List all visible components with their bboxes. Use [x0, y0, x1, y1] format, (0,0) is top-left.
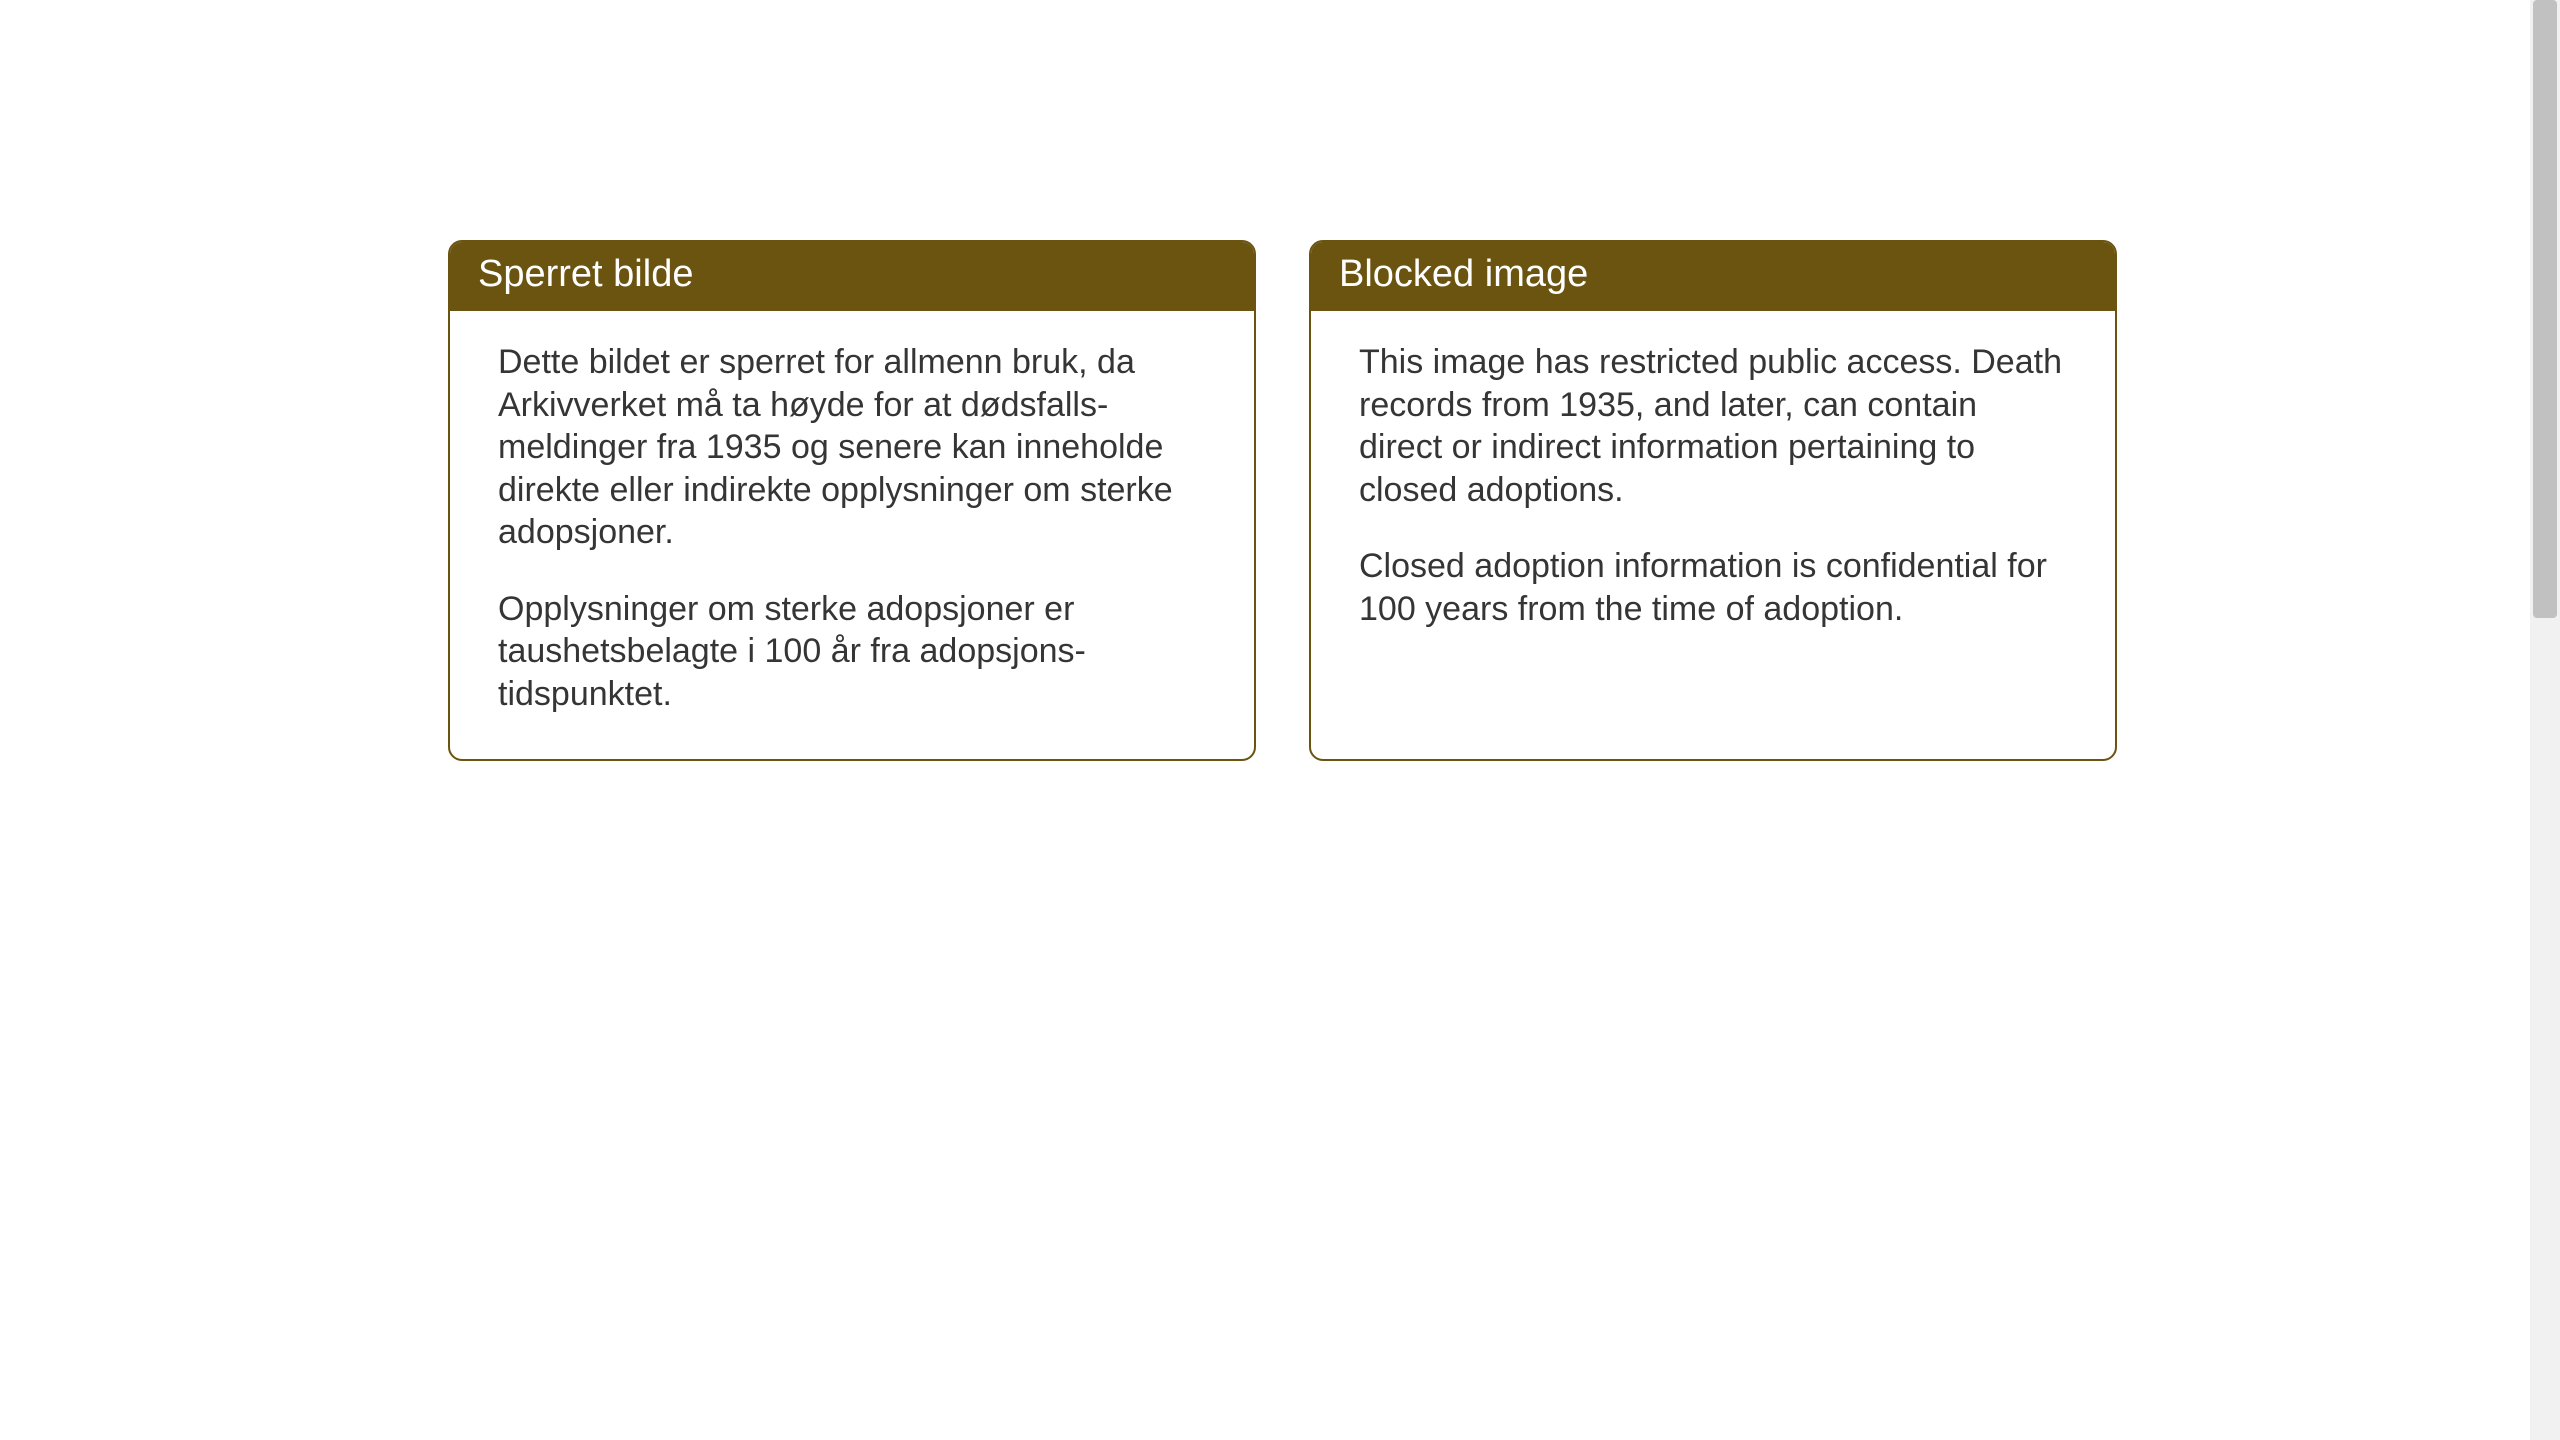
english-notice-card: Blocked image This image has restricted … — [1309, 240, 2117, 761]
norwegian-paragraph-2: Opplysninger om sterke adopsjoner er tau… — [498, 588, 1206, 716]
norwegian-paragraph-1: Dette bildet er sperret for allmenn bruk… — [498, 341, 1206, 554]
english-card-header: Blocked image — [1311, 242, 2115, 311]
vertical-scrollbar[interactable] — [2530, 0, 2560, 1440]
english-card-title: Blocked image — [1339, 253, 1588, 295]
norwegian-card-header: Sperret bilde — [450, 242, 1254, 311]
norwegian-card-title: Sperret bilde — [478, 253, 693, 295]
english-paragraph-1: This image has restricted public access.… — [1359, 341, 2067, 511]
english-card-body: This image has restricted public access.… — [1311, 311, 2115, 759]
scrollbar-thumb[interactable] — [2533, 0, 2557, 618]
norwegian-card-body: Dette bildet er sperret for allmenn bruk… — [450, 311, 1254, 759]
english-paragraph-2: Closed adoption information is confident… — [1359, 545, 2067, 630]
norwegian-notice-card: Sperret bilde Dette bildet er sperret fo… — [448, 240, 1256, 761]
notice-container: Sperret bilde Dette bildet er sperret fo… — [448, 240, 2117, 761]
